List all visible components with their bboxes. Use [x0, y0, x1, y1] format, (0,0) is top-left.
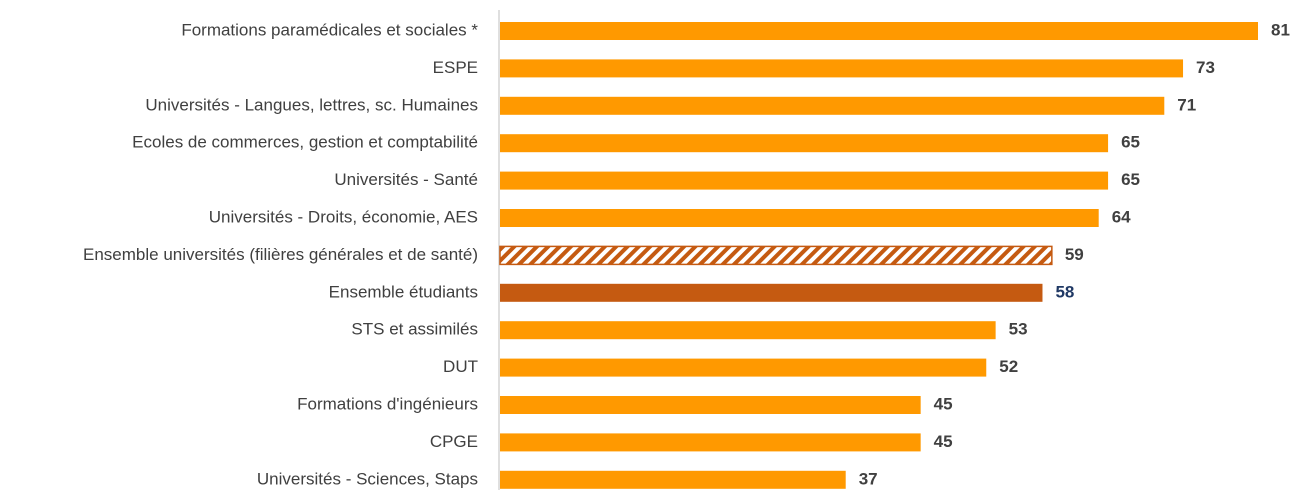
value-label: 58: [1055, 282, 1074, 301]
value-label: 45: [934, 394, 953, 413]
bar: [500, 396, 921, 414]
value-label: 73: [1196, 58, 1215, 77]
category-label: Universités - Sciences, Staps: [257, 469, 478, 488]
value-label: 52: [999, 357, 1018, 376]
category-label: CPGE: [430, 432, 478, 451]
bar: [500, 171, 1109, 190]
value-label: 53: [1009, 320, 1028, 339]
bar: [499, 245, 1053, 266]
value-label: 59: [1065, 245, 1084, 264]
bar: [500, 358, 987, 377]
bar: [500, 321, 996, 340]
category-label: Formations d'ingénieurs: [297, 394, 478, 413]
value-label: 71: [1177, 95, 1196, 114]
value-label: 81: [1271, 20, 1290, 39]
bar: [500, 59, 1184, 78]
value-label: 64: [1112, 207, 1131, 226]
category-label: STS et assimilés: [351, 320, 478, 339]
bar: [500, 209, 1099, 227]
category-label: Universités - Santé: [334, 170, 478, 189]
bar: [500, 283, 1043, 302]
category-label: Ensemble étudiants: [329, 282, 478, 301]
bar: [500, 22, 1258, 40]
bar: [500, 433, 921, 452]
value-label: 65: [1121, 133, 1140, 152]
bar: [500, 96, 1165, 115]
category-label: ESPE: [433, 58, 478, 77]
category-label: Universités - Droits, économie, AES: [209, 207, 478, 226]
bar: [500, 134, 1109, 153]
bar: [500, 470, 846, 489]
category-label: Formations paramédicales et sociales *: [181, 20, 478, 39]
value-label: 45: [934, 432, 953, 451]
value-label: 37: [859, 469, 878, 488]
value-label: 65: [1121, 170, 1140, 189]
category-label: Ensemble universités (filières générales…: [83, 245, 478, 264]
category-label: DUT: [443, 357, 478, 376]
category-label: Universités - Langues, lettres, sc. Huma…: [145, 95, 478, 114]
category-label: Ecoles de commerces, gestion et comptabi…: [132, 133, 478, 152]
